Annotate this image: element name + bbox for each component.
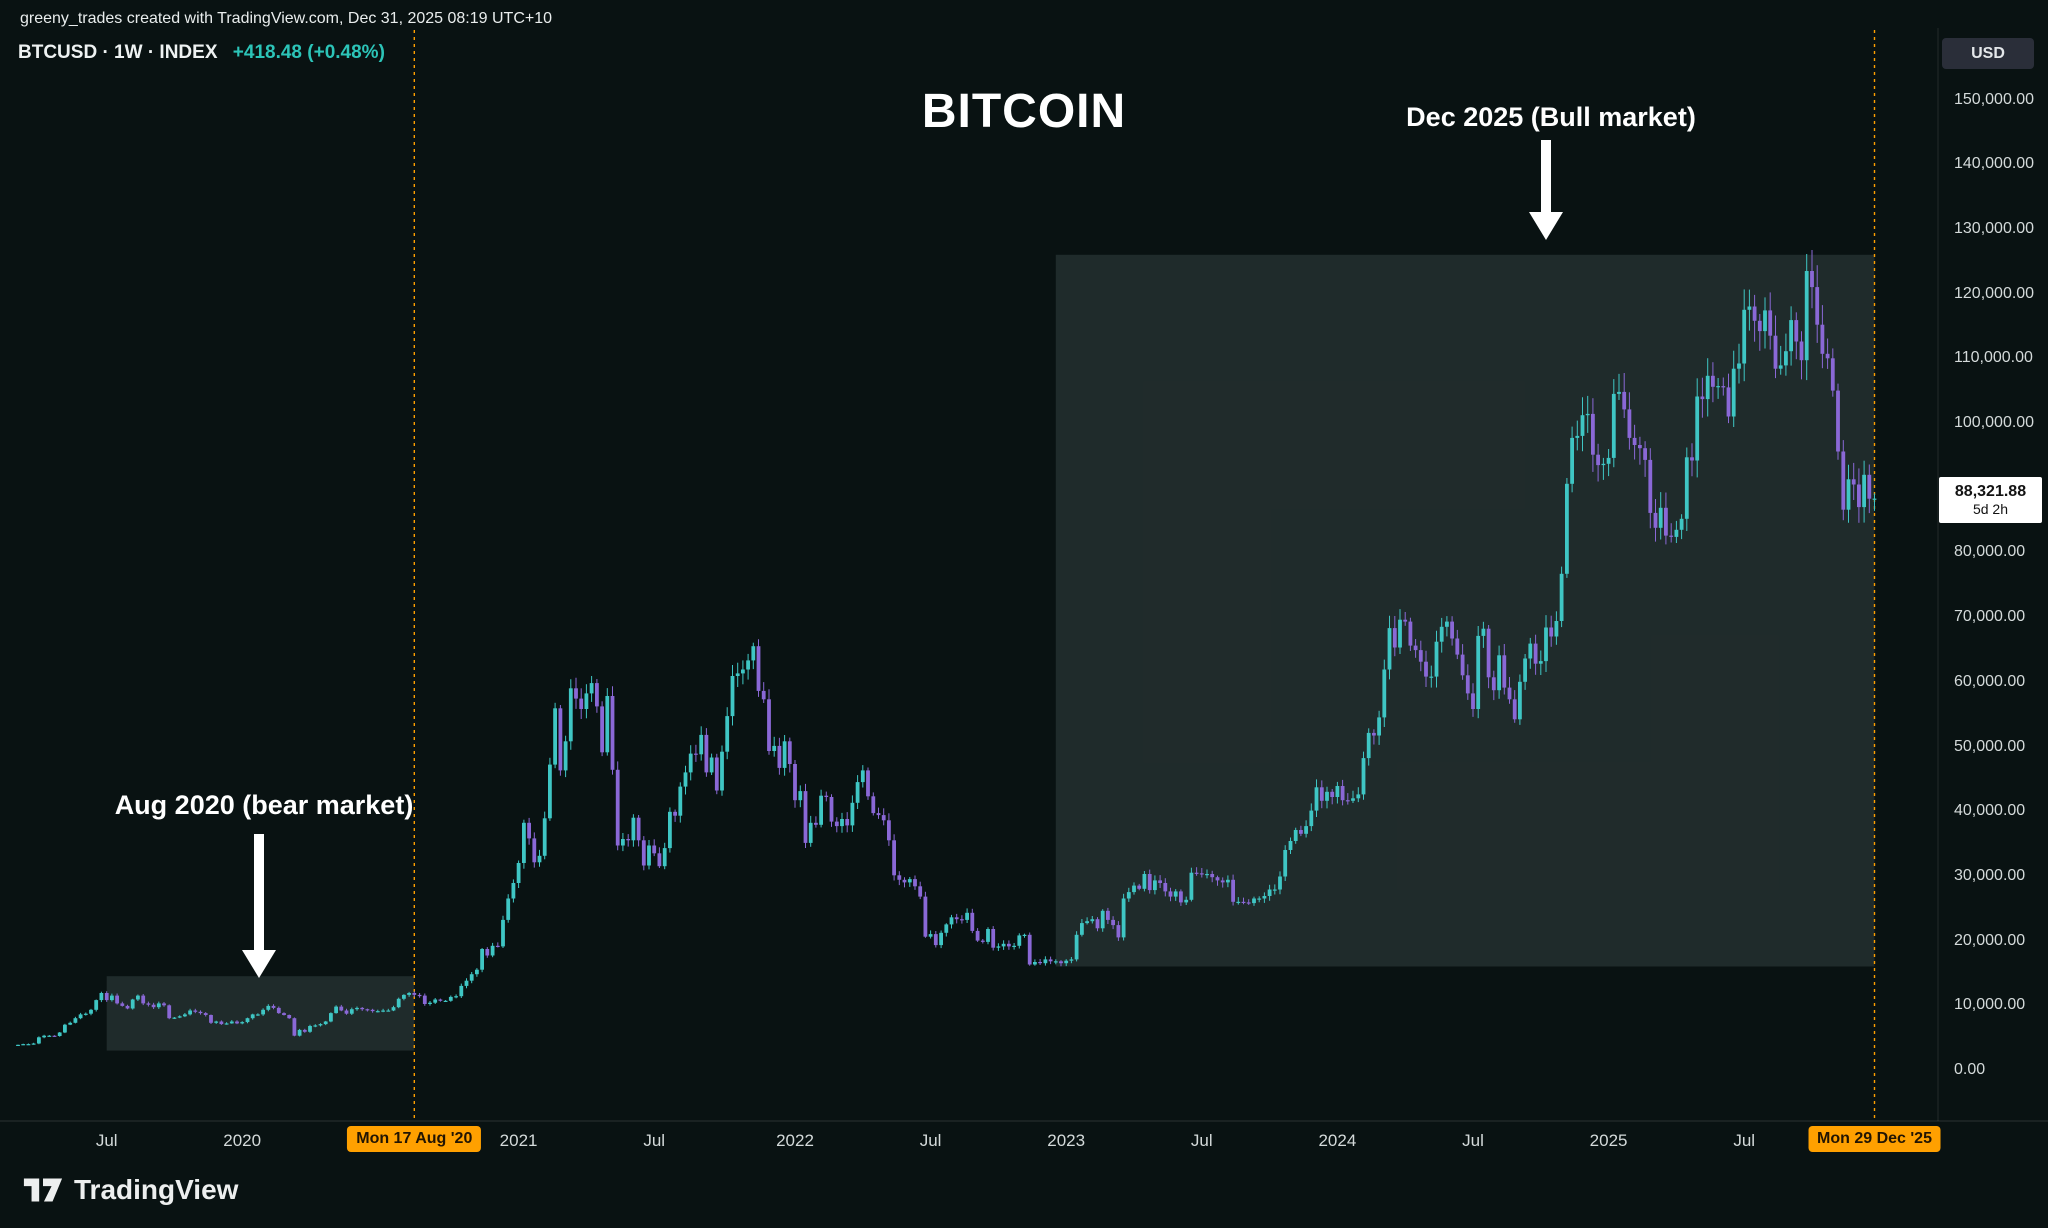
y-axis-label: 10,000.00 (1954, 996, 2026, 1014)
currency-toggle-button[interactable]: USD (1942, 38, 2034, 69)
x-axis-label: Jul (919, 1131, 942, 1150)
credit-text: greeny_trades created with TradingView.c… (20, 10, 553, 27)
bar-countdown: 5d 2h (1972, 501, 2009, 518)
symbol-title: BTCUSD · 1W · INDEX (18, 42, 218, 63)
y-axis-label: 0.00 (1954, 1061, 1986, 1078)
x-axis-date-badge: Mon 17 Aug '20 (347, 1126, 482, 1152)
x-axis-label: Jul (1190, 1131, 1213, 1150)
y-axis-label: 120,000.00 (1954, 284, 2035, 302)
y-axis-label: 130,000.00 (1954, 219, 2035, 237)
bear-arrow-icon (242, 834, 276, 978)
highlight-region-bull-dec-2025 (1055, 254, 1875, 967)
highlight-region-bear-aug-2020 (106, 976, 415, 1051)
tradingview-brand-text: TradingView (74, 1174, 239, 1205)
tradingview-logo[interactable]: TradingView (22, 1172, 238, 1208)
y-axis-label: 100,000.00 (1954, 414, 2035, 431)
time-axis[interactable]: Jul 2020 2021 Jul 2022 Jul 2023 Jul 2024 Jul 2025 J… (0, 1121, 2048, 1167)
y-axis-label: 80,000.00 (1954, 543, 2026, 561)
price-change: +418.48 (+0.48%) (232, 42, 385, 63)
x-axis-date-badge: Mon 29 Dec '25 (1808, 1126, 1941, 1152)
x-axis-label: Jul (1733, 1131, 1756, 1150)
last-price-badge: 88,321.88 5d 2h (1939, 477, 2042, 523)
y-axis-label: 150,000.00 (1954, 90, 2035, 108)
y-axis-label: 40,000.00 (1954, 802, 2026, 820)
y-axis-label: 20,000.00 (1954, 931, 2026, 949)
x-axis-label: Jul (643, 1131, 666, 1150)
candlestick-series[interactable] (16, 250, 1877, 1046)
x-axis-label: 2023 (1047, 1131, 1086, 1150)
annotation-bear-market: Aug 2020 (bear market) (114, 790, 414, 820)
annotation-bull-market: Dec 2025 (Bull market) (1406, 102, 1696, 132)
y-axis-label: 140,000.00 (1954, 155, 2035, 173)
y-axis-label: 50,000.00 (1954, 737, 2026, 755)
x-axis-label: 2021 (499, 1131, 538, 1150)
tradingview-logo-icon (23, 1178, 63, 1202)
x-axis-label: 2025 (1589, 1131, 1628, 1150)
bull-arrow-icon (1529, 140, 1563, 240)
x-axis-label: 2020 (223, 1131, 262, 1150)
last-price-value: 88,321.88 (1954, 482, 2027, 500)
x-axis-label: Jul (95, 1131, 118, 1150)
x-axis-label: 2022 (776, 1131, 814, 1150)
y-axis-label: 110,000.00 (1954, 349, 2033, 367)
price-axis[interactable]: 0.00 10,000.00 20,000.00 30,000.00 40,000.00… (1938, 0, 2048, 1121)
y-axis-label: 60,000.00 (1954, 672, 2026, 690)
y-axis-label: 70,000.00 (1954, 608, 2026, 626)
x-axis-label: 2024 (1318, 1131, 1357, 1150)
chart-title: BITCOIN (921, 85, 1127, 138)
x-axis-label: Jul (1462, 1131, 1484, 1150)
symbol-legend[interactable]: BTCUSD · 1W · INDEX +418.48 (+0.48%) (18, 42, 385, 64)
y-axis-label: 30,000.00 (1954, 866, 2026, 884)
